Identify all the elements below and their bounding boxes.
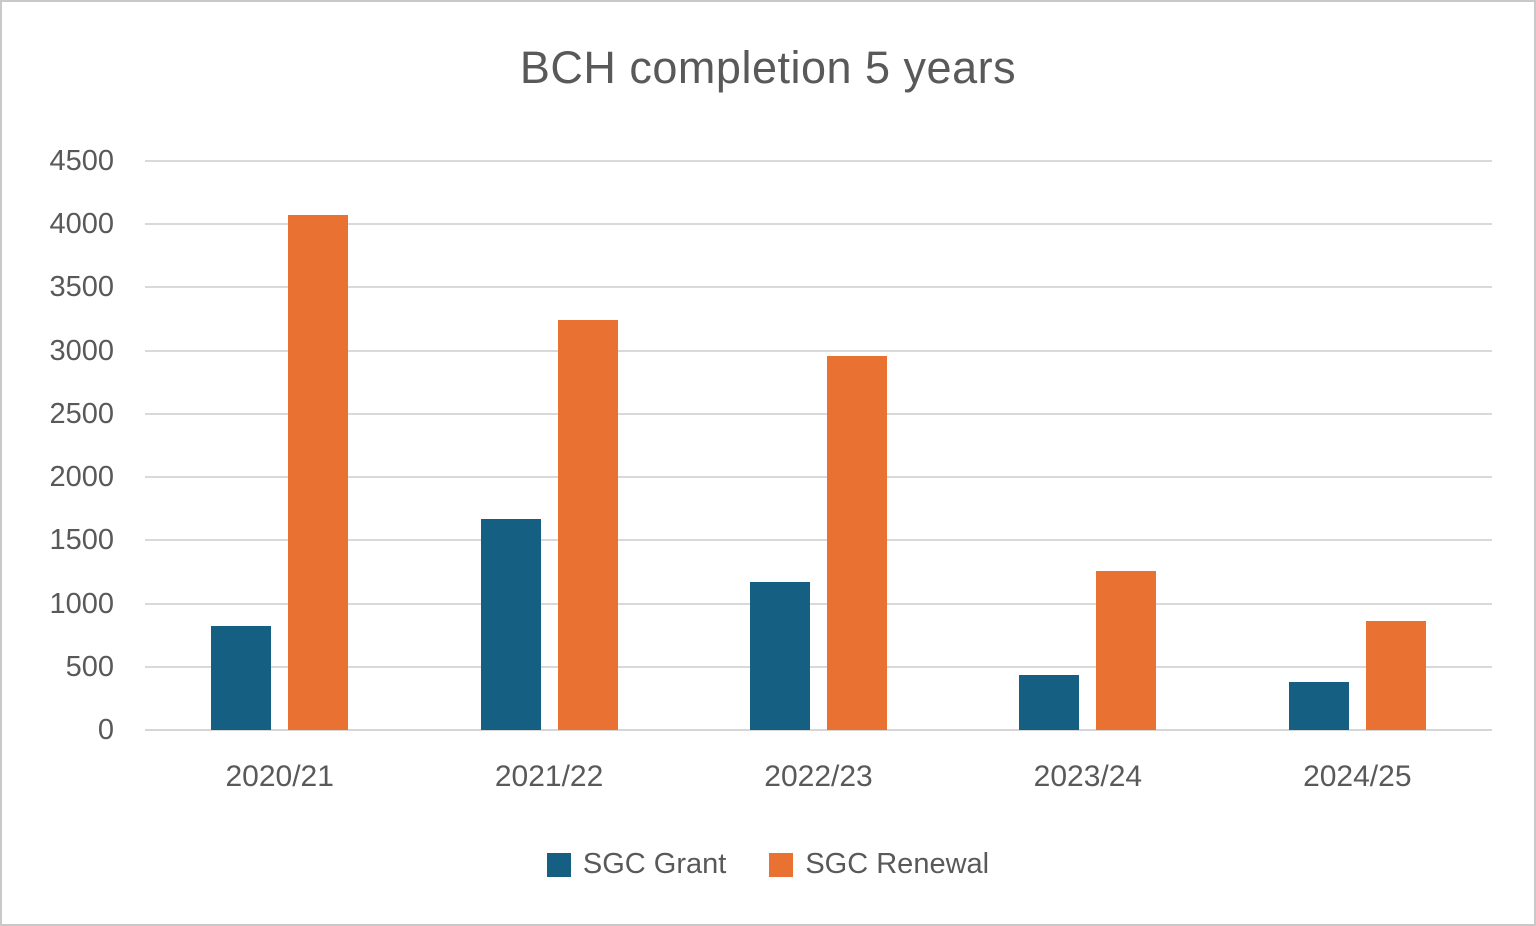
gridline (145, 476, 1492, 479)
legend-label: SGC Grant (582, 848, 727, 880)
bar-sgc-renewal-2023-24 (1096, 571, 1157, 730)
bar-sgc-grant-2022-23 (750, 582, 810, 730)
bar-sgc-grant-2024-25 (1288, 681, 1349, 730)
gridline (145, 223, 1492, 226)
bar-sgc-grant-2020-21 (211, 625, 272, 730)
gridline (145, 286, 1492, 289)
y-tick-label: 1000 (49, 587, 114, 620)
bar-sgc-renewal-2021-22 (557, 320, 618, 730)
x-tick-label: 2024/25 (1303, 760, 1412, 793)
y-tick-label: 4000 (49, 208, 114, 241)
x-tick-label: 2022/23 (764, 760, 873, 793)
gridline (145, 729, 1492, 731)
y-tick-label: 2000 (49, 461, 114, 494)
legend-swatch-icon (769, 852, 794, 877)
gridline (145, 602, 1492, 605)
legend: SGC Grant SGC Renewal (2, 848, 1534, 881)
bar-sgc-grant-2023-24 (1019, 675, 1080, 730)
y-axis: 0 500 1000 1500 2000 2500 3000 3500 4000 4500 (2, 147, 114, 745)
bar-sgc-renewal-2024-25 (1365, 620, 1426, 730)
y-tick-label: 0 (97, 714, 114, 746)
plot-area (145, 160, 1492, 731)
x-tick-label: 2021/22 (494, 760, 604, 793)
gridline (145, 665, 1492, 668)
gridline (145, 349, 1492, 352)
y-tick-label: 500 (65, 650, 114, 683)
gridline (145, 160, 1492, 162)
y-tick-label: 1500 (49, 524, 114, 557)
y-tick-label: 4500 (49, 145, 114, 177)
x-tick-label: 2023/24 (1033, 760, 1143, 793)
legend-label: SGC Renewal (805, 848, 990, 880)
bar-sgc-grant-2021-22 (480, 519, 541, 730)
chart-title: BCH completion 5 years (519, 42, 1017, 93)
gridline (145, 412, 1492, 415)
legend-item-sgc-grant: SGC Grant (546, 848, 727, 881)
x-axis: 2020/21 2021/22 2022/23 2023/24 2024/25 (145, 756, 1492, 798)
y-tick-label: 3000 (49, 334, 114, 367)
legend-item-sgc-renewal: SGC Renewal (769, 848, 989, 881)
legend-swatch-icon (546, 852, 571, 877)
gridline (145, 539, 1492, 542)
bar-sgc-renewal-2022-23 (827, 355, 887, 730)
x-tick-label: 2020/21 (225, 760, 334, 793)
y-tick-label: 2500 (49, 397, 114, 430)
bar-sgc-renewal-2020-21 (288, 215, 349, 730)
y-tick-label: 3500 (49, 271, 114, 304)
